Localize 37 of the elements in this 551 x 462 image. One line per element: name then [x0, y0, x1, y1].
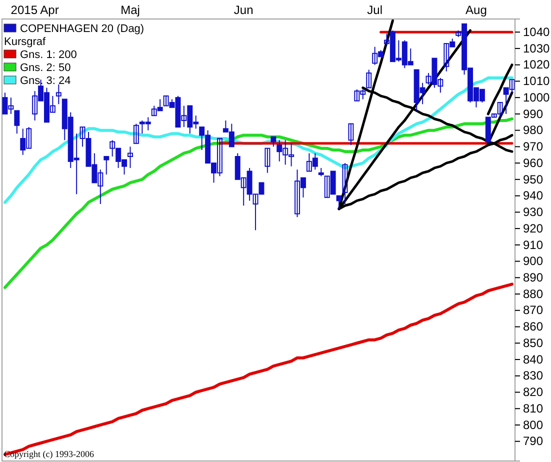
y-tick-label: 810: [523, 401, 544, 416]
legend-title: Kursgraf: [4, 36, 47, 48]
y-tick-label: 1000: [523, 90, 550, 104]
legend-label: Gns. 1: 200: [20, 49, 77, 61]
y-tick-label: 910: [523, 238, 544, 252]
y-tick-label: 890: [523, 270, 544, 284]
y-tick-label: 940: [523, 188, 544, 203]
y-tick-label: 1020: [523, 58, 550, 72]
x-tick-label: Aug: [466, 3, 487, 17]
x-tick-label: Jun: [234, 3, 254, 17]
y-tick-label: 1040: [523, 24, 550, 39]
y-tick-label: 930: [523, 205, 544, 220]
y-tick-label: 990: [523, 106, 544, 121]
y-tick-label: 980: [523, 123, 544, 138]
y-tick-label: 800: [523, 418, 544, 432]
y-tick-label: 880: [523, 286, 544, 301]
legend-label: Gns. 2: 50: [20, 62, 71, 74]
y-tick-label: 860: [523, 320, 544, 334]
y-tick-label: 1010: [523, 74, 550, 88]
y-tick-label: 970: [523, 140, 544, 154]
y-tick-label: 790: [523, 434, 544, 448]
x-tick-label: Maj: [120, 3, 140, 17]
y-tick-label: 920: [523, 221, 544, 236]
y-tick-label: 960: [523, 156, 544, 170]
y-tick-label: 1030: [523, 41, 550, 56]
y-tick-label: 950: [523, 172, 544, 186]
x-tick-label: Jul: [367, 3, 382, 17]
y-tick-label: 900: [523, 254, 544, 268]
y-tick-label: 850: [523, 336, 544, 350]
y-tick-label: 830: [523, 368, 544, 383]
legend-label: COPENHAGEN 20 (Dag): [20, 23, 144, 35]
annotation: Copyright (c) 1993-2006: [4, 449, 94, 459]
y-tick-label: 870: [523, 303, 544, 318]
x-tick-label: 2015 Apr: [10, 3, 59, 17]
y-tick-label: 840: [523, 352, 544, 366]
legend-label: Gns. 3: 24: [20, 75, 71, 87]
y-tick-label: 820: [523, 385, 544, 400]
